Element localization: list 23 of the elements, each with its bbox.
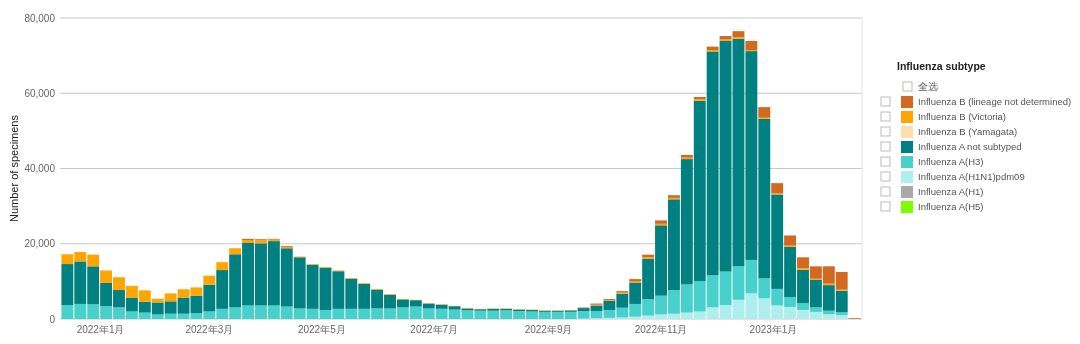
- x-tick-label: 2022年1月: [76, 324, 125, 335]
- y-tick-label: 60,000: [24, 87, 56, 99]
- legend-label: Influenza A(H1): [918, 186, 984, 197]
- x-tick-label: 2022年11月: [634, 324, 688, 335]
- y-tick-label: 20,000: [24, 238, 56, 250]
- x-tick-label: 2022年9月: [524, 324, 573, 335]
- legend-label: Influenza B (lineage not determined): [918, 96, 1072, 107]
- y-tick-label: 0: [49, 313, 56, 325]
- legend-label: Influenza A(H5): [918, 201, 984, 212]
- x-tick-label: 2022年3月: [185, 324, 234, 335]
- legend-label: Influenza B (Yamagata): [918, 126, 1018, 137]
- y-tick-label: 80,000: [24, 12, 56, 24]
- legend-label: Influenza A(H3): [918, 156, 984, 167]
- select-all-checkbox: 全选: [902, 81, 938, 92]
- x-tick-label: 2022年7月: [410, 324, 459, 335]
- legend-label: Influenza A not subtyped: [918, 141, 1022, 152]
- x-tick-label: 2022年5月: [297, 324, 346, 335]
- y-axis-title: Number of specimens: [8, 114, 20, 222]
- legend-label: Influenza A(H1N1)pdm09: [918, 171, 1025, 182]
- y-tick-label: 40,000: [24, 163, 56, 174]
- legend-title: Influenza subtype: [897, 60, 986, 72]
- x-tick-label: 2023年1月: [749, 324, 798, 335]
- legend-label: Influenza B (Victoria): [918, 111, 1007, 122]
